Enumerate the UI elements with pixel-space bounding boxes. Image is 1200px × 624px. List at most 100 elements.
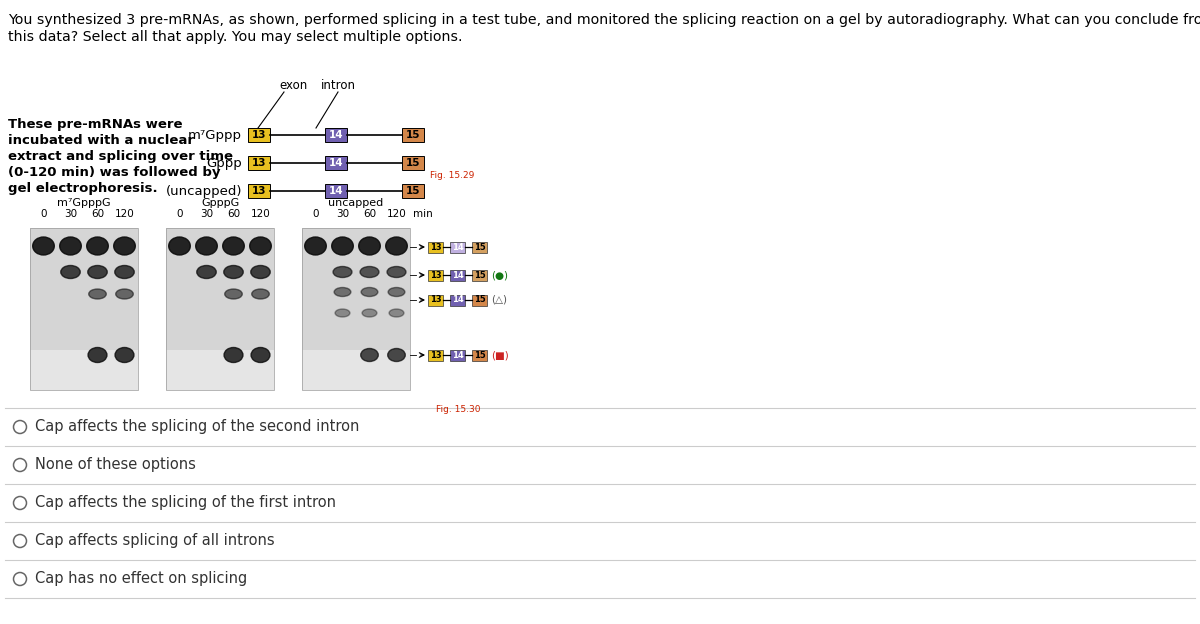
Text: 14: 14 [329,158,343,168]
Text: Cap has no effect on splicing: Cap has no effect on splicing [35,572,247,587]
Text: 15: 15 [406,130,420,140]
Text: 15: 15 [474,270,485,280]
Text: 13: 13 [430,270,442,280]
Ellipse shape [89,289,107,299]
Ellipse shape [61,265,80,278]
Text: 14: 14 [329,186,343,196]
Ellipse shape [196,237,217,255]
Text: None of these options: None of these options [35,457,196,472]
Text: Fig. 15.30: Fig. 15.30 [436,405,480,414]
Text: this data? Select all that apply. You may select multiple options.: this data? Select all that apply. You ma… [8,30,462,44]
Text: gel electrophoresis.: gel electrophoresis. [8,182,157,195]
Bar [302,228,410,349]
Text: 0: 0 [41,209,47,219]
Text: m⁷Gppp: m⁷Gppp [188,129,242,142]
Text: 13: 13 [252,130,266,140]
Ellipse shape [389,309,404,317]
FancyBboxPatch shape [325,156,347,170]
FancyBboxPatch shape [428,241,443,253]
Ellipse shape [335,309,350,317]
Bar [30,349,138,390]
Text: 30: 30 [336,209,349,219]
Text: 60: 60 [227,209,240,219]
Ellipse shape [250,237,271,255]
Text: 13: 13 [430,296,442,305]
FancyBboxPatch shape [428,349,443,361]
Bar [302,228,410,390]
Bar [166,228,274,390]
FancyBboxPatch shape [450,295,466,306]
Text: extract and splicing over time: extract and splicing over time [8,150,233,163]
Text: Cap affects splicing of all introns: Cap affects splicing of all introns [35,534,275,548]
Text: These pre-mRNAs were: These pre-mRNAs were [8,118,182,131]
Text: 30: 30 [64,209,77,219]
Ellipse shape [334,266,352,278]
Text: Cap affects the splicing of the second intron: Cap affects the splicing of the second i… [35,419,359,434]
Text: (■): (■) [491,350,509,360]
Text: (uncapped): (uncapped) [166,185,242,198]
Ellipse shape [252,289,269,299]
Ellipse shape [60,237,82,255]
Bar [302,349,410,390]
Ellipse shape [224,348,242,363]
Text: 13: 13 [430,243,442,251]
FancyBboxPatch shape [325,184,347,198]
FancyBboxPatch shape [450,270,466,281]
Text: (0-120 min) was followed by: (0-120 min) was followed by [8,166,221,179]
Ellipse shape [388,266,406,278]
Ellipse shape [223,265,244,278]
Ellipse shape [88,348,107,363]
Ellipse shape [32,237,54,255]
Ellipse shape [385,237,407,255]
Text: m⁷GpppG: m⁷GpppG [58,198,110,208]
Text: 13: 13 [252,158,266,168]
Text: 120: 120 [386,209,407,219]
Text: min: min [413,209,433,219]
Ellipse shape [362,309,377,317]
Text: intron: intron [320,79,355,92]
Text: uncapped: uncapped [329,198,384,208]
Text: You synthesized 3 pre-mRNAs, as shown, performed splicing in a test tube, and mo: You synthesized 3 pre-mRNAs, as shown, p… [8,13,1200,27]
Text: incubated with a nuclear: incubated with a nuclear [8,134,194,147]
Text: exon: exon [278,79,307,92]
Text: Cap affects the splicing of the first intron: Cap affects the splicing of the first in… [35,495,336,510]
Text: 13: 13 [430,351,442,359]
FancyBboxPatch shape [472,295,487,306]
Text: 15: 15 [406,158,420,168]
Ellipse shape [115,289,133,299]
Ellipse shape [224,289,242,299]
Ellipse shape [359,237,380,255]
FancyBboxPatch shape [248,128,270,142]
Ellipse shape [86,237,108,255]
Text: (△): (△) [491,295,508,305]
Text: 30: 30 [200,209,214,219]
Ellipse shape [360,266,379,278]
Bar [166,228,274,349]
Ellipse shape [334,288,350,296]
Bar [30,228,138,349]
Text: 60: 60 [91,209,104,219]
Ellipse shape [251,348,270,363]
FancyBboxPatch shape [402,156,424,170]
Ellipse shape [197,265,216,278]
Ellipse shape [388,288,404,296]
Text: 15: 15 [406,186,420,196]
Ellipse shape [305,237,326,255]
Text: 15: 15 [474,296,485,305]
Text: 0: 0 [176,209,182,219]
Bar [166,349,274,390]
Text: GpppG: GpppG [200,198,239,208]
Text: 60: 60 [362,209,376,219]
Text: 14: 14 [451,270,463,280]
Ellipse shape [88,265,107,278]
Ellipse shape [388,348,406,361]
Text: 14: 14 [451,243,463,251]
FancyBboxPatch shape [472,349,487,361]
Ellipse shape [115,348,134,363]
Text: 13: 13 [252,186,266,196]
FancyBboxPatch shape [248,156,270,170]
Text: 14: 14 [329,130,343,140]
FancyBboxPatch shape [402,184,424,198]
Ellipse shape [361,288,378,296]
Ellipse shape [251,265,270,278]
